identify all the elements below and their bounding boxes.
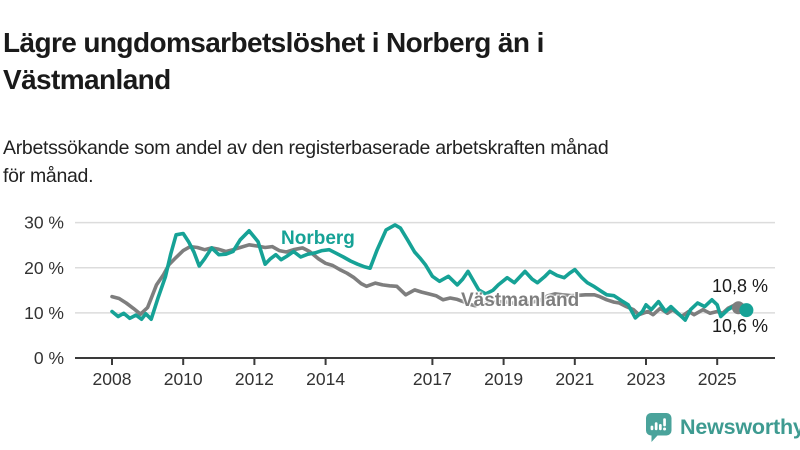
x-tick-label: 2023 (627, 369, 666, 389)
page-title: Lägre ungdomsarbetslöshet i Norberg än i… (3, 24, 763, 98)
newsworthy-logo: Newsworthy (644, 412, 800, 443)
page-title-line-2: Västmanland (3, 63, 171, 95)
vastmanland-series-label: Västmanland (461, 290, 580, 311)
x-tick-label: 2021 (555, 369, 594, 389)
x-tick-label: 2010 (164, 369, 203, 389)
chart-subtitle-line-2: för månad. (3, 164, 94, 187)
x-tick-label: 2014 (306, 369, 345, 389)
y-tick-label: 0 % (34, 348, 64, 368)
y-tick-label: 30 % (24, 213, 64, 233)
x-tick-label: 2019 (484, 369, 523, 389)
x-tick-label: 2017 (413, 369, 452, 389)
norberg-end-dot (739, 303, 754, 318)
vastmanland-end-value-label: 10,8 % (711, 276, 768, 296)
page-title-line-1: Lägre ungdomsarbetslöshet i Norberg än i (3, 26, 544, 58)
y-tick-label: 20 % (24, 258, 64, 278)
newsworthy-bubble-chart-icon (646, 413, 672, 442)
x-tick-label: 2025 (698, 369, 737, 389)
chart-subtitle-line-1: Arbetssökande som andel av den registerb… (3, 136, 609, 159)
newsworthy-logo-text: Newsworthy (680, 415, 800, 439)
y-tick-label: 10 % (24, 303, 64, 323)
norberg-end-value-label: 10,6 % (711, 316, 768, 336)
västmanland-line (110, 243, 746, 319)
chart-subtitle: Arbetssökande som andel av den registerb… (3, 134, 783, 190)
x-tick-label: 2012 (235, 369, 274, 389)
norberg-line (110, 223, 746, 322)
x-tick-label: 2008 (93, 369, 132, 389)
norberg-series-label: Norberg (281, 228, 355, 249)
